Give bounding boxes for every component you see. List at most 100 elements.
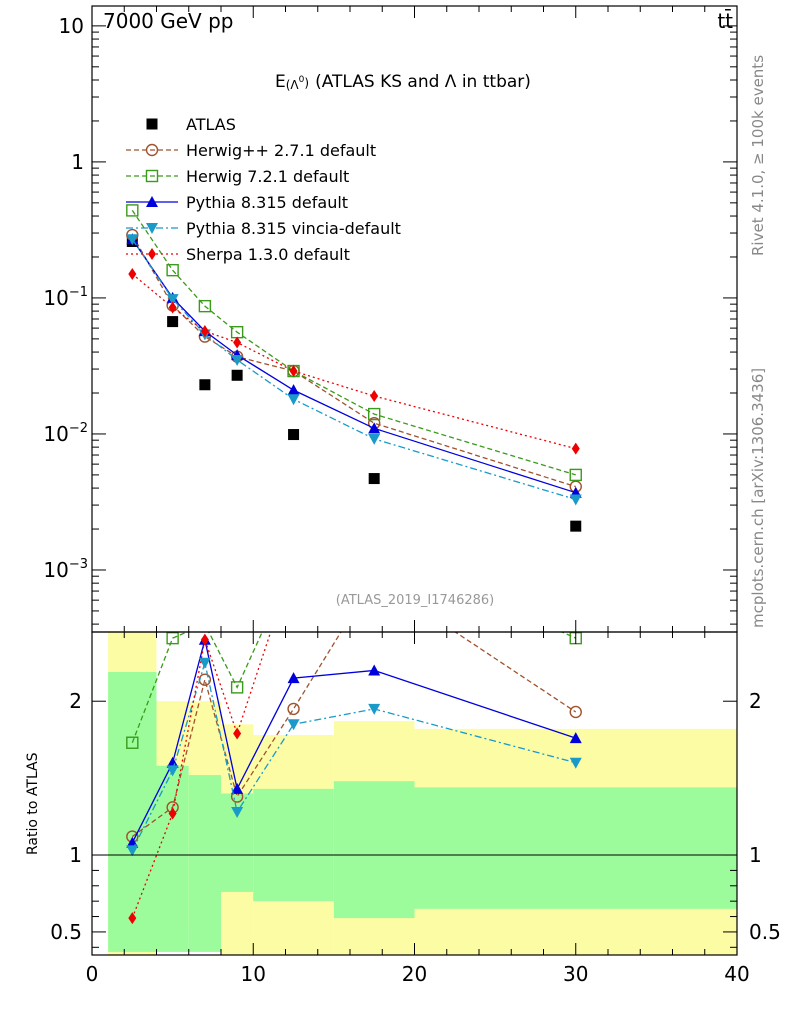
legend-marker-4 <box>146 223 158 234</box>
ratio-point-2-1 <box>166 632 179 645</box>
legend-marker-2 <box>145 169 159 183</box>
ratio-point-5-2 <box>200 633 209 646</box>
main-point-5-5 <box>370 390 379 403</box>
process-label: tt̄ <box>717 8 733 33</box>
main-series <box>126 204 582 532</box>
main-line-4 <box>131 238 576 501</box>
legend-label-1: Herwig++ 2.7.1 default <box>186 141 376 160</box>
band-clip-group <box>108 632 737 955</box>
main-point-0-4 <box>288 429 300 441</box>
main-clip-group <box>126 204 582 532</box>
y-tick-label-ratio-right: 0.5 <box>749 920 781 944</box>
main-point-5-0 <box>128 267 137 280</box>
x-tick-label: 40 <box>724 962 749 986</box>
legend-marker-3 <box>146 196 158 207</box>
ratio-bands <box>108 632 737 955</box>
main-point-4-5 <box>368 433 381 445</box>
main-line-3 <box>131 238 576 494</box>
axes: 0 10 20 30 40 10 1 10−1 10−2 10−3 0.5 0.5 1 1 2 2 <box>43 5 781 986</box>
energy-label: 7000 GeV pp <box>103 9 234 33</box>
ratio-point-1-6 <box>569 705 582 719</box>
ratio-line-1 <box>131 632 577 838</box>
ratio-point-4-4 <box>287 719 300 731</box>
main-point-4-3 <box>231 354 244 366</box>
y-tick-label-main: 1 <box>71 150 84 174</box>
ratio-point-3-3 <box>231 782 244 794</box>
ratio-point-5-3 <box>233 727 242 740</box>
ratio-point-5-1 <box>168 807 177 820</box>
y-tick-label-ratio: 0.5 <box>50 920 82 944</box>
side-rivet-label: Rivet 4.1.0, ≥ 100k events <box>749 55 767 256</box>
legend: ATLAS Herwig++ 2.7.1 default Herwig 7.2.1 … <box>126 115 401 264</box>
ratio-point-4-3 <box>231 806 244 818</box>
legend-label-4: Pythia 8.315 vincia-default <box>186 219 401 238</box>
main-point-4-1 <box>166 294 179 306</box>
ratio-clip-group <box>126 632 582 925</box>
main-point-5-1 <box>168 301 177 314</box>
x-tick-label: 20 <box>402 962 427 986</box>
side-mcplots-label: mcplots.cern.ch [arXiv:1306.3436] <box>749 368 767 628</box>
ratio-point-1-2 <box>198 673 212 686</box>
main-point-5-6 <box>571 442 580 455</box>
main-point-2-0 <box>126 204 139 217</box>
band-inner <box>108 671 157 952</box>
main-point-2-2 <box>198 299 212 313</box>
ratio-point-2-0 <box>126 736 139 749</box>
main-point-5-3 <box>233 336 242 349</box>
ratio-ylabel: Ratio to ATLAS <box>25 752 41 855</box>
ratio-point-4-0 <box>126 845 139 857</box>
main-point-0-2 <box>199 379 211 391</box>
y-tick-label-main: 10−2 <box>43 421 88 446</box>
y-tick-label-ratio-right: 2 <box>749 689 762 713</box>
legend-label-2: Herwig 7.2.1 default <box>186 167 349 186</box>
y-tick-label-ratio: 1 <box>69 843 82 867</box>
ratio-point-3-1 <box>166 756 179 768</box>
x-tick-label: 10 <box>241 962 266 986</box>
ratio-point-4-2 <box>198 657 211 669</box>
y-tick-label-main: 10−3 <box>43 557 88 582</box>
band-inner <box>156 765 189 952</box>
main-point-5-4 <box>289 365 298 378</box>
main-point-0-3 <box>231 369 243 381</box>
band-inner <box>414 787 737 909</box>
main-frame <box>91 5 738 633</box>
y-tick-label-main: 10 <box>59 14 84 38</box>
title-main: E <box>275 72 286 92</box>
main-point-4-6 <box>569 494 582 506</box>
y-tick-label-ratio: 2 <box>69 689 82 713</box>
x-tick-label: 0 <box>86 962 99 986</box>
ratio-line-2 <box>131 632 577 743</box>
ratio-point-4-1 <box>166 765 179 777</box>
ratio-point-4-5 <box>368 703 381 715</box>
main-point-4-4 <box>287 394 300 406</box>
band-inner <box>333 781 415 919</box>
title-sup: 0 <box>299 75 305 85</box>
main-point-2-5 <box>367 407 381 421</box>
band-inner <box>253 788 334 902</box>
x-tick-label: 30 <box>563 962 588 986</box>
legend-marker-5 <box>148 248 156 260</box>
legend-marker-1 <box>145 143 159 157</box>
main-point-4-0 <box>126 234 139 246</box>
title-particle: (Λ <box>286 78 300 92</box>
analysis-id: (ATLAS_2019_I1746286) <box>336 593 494 608</box>
main-point-2-1 <box>166 263 179 277</box>
band-inner <box>188 775 221 952</box>
main-line-2 <box>131 210 576 476</box>
y-tick-label-main: 10−1 <box>43 285 88 310</box>
legend-marker-0 <box>146 118 158 130</box>
ratio-point-5-0 <box>128 912 137 925</box>
legend-label-0: ATLAS <box>186 115 236 134</box>
legend-label-5: Sherpa 1.3.0 default <box>186 245 350 264</box>
ratio-point-3-5 <box>368 664 381 676</box>
ratio-series <box>92 632 737 925</box>
main-point-0-6 <box>570 520 582 532</box>
main-point-0-5 <box>368 473 380 485</box>
plot-title: E(Λ0) (ATLAS KS and Λ in ttbar) <box>275 72 531 92</box>
ratio-point-1-4 <box>287 702 300 716</box>
ratio-point-3-6 <box>569 732 582 744</box>
main-point-0-1 <box>167 316 179 328</box>
legend-label-3: Pythia 8.315 default <box>186 193 348 212</box>
main-point-3-4 <box>287 384 300 396</box>
